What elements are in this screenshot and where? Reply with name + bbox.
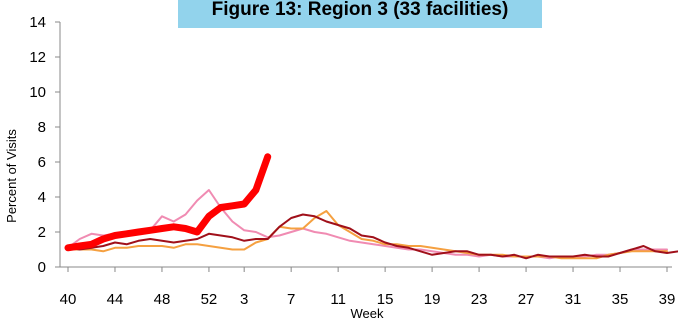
x-axis-ticks: 40 44 48 52 3 7 11 15 19 23 27 31 35 39 (60, 267, 676, 308)
x-tick-label: 15 (377, 291, 394, 308)
x-tick-label: 27 (518, 291, 535, 308)
chart-title-box: Figure 13: Region 3 (33 facilities) (178, 0, 542, 28)
y-tick-label: 2 (38, 224, 46, 241)
y-tick-label: 6 (38, 154, 46, 171)
series-layer (64, 153, 678, 260)
series-line-2 (67, 210, 668, 260)
y-tick-label: 14 (29, 14, 46, 31)
y-tick-label: 4 (38, 189, 46, 206)
y-tick-label: 10 (29, 84, 46, 101)
x-tick-label: 39 (659, 291, 676, 308)
x-tick-label: 7 (287, 291, 295, 308)
y-axis-ticks: 0 2 4 6 8 10 12 14 (29, 14, 60, 276)
y-tick-label: 0 (38, 259, 46, 276)
series-line-1 (67, 189, 668, 260)
x-tick-label: 44 (107, 291, 124, 308)
x-tick-label: 11 (330, 291, 346, 308)
x-tick-label: 3 (240, 291, 248, 308)
x-tick-label: 35 (612, 291, 629, 308)
x-tick-label: 19 (424, 291, 441, 308)
x-tick-label: 23 (471, 291, 488, 308)
x-axis-title: Week (351, 306, 384, 321)
x-tick-label: 48 (154, 291, 171, 308)
x-tick-label: 40 (60, 291, 77, 308)
series-line-3 (67, 213, 678, 260)
y-tick-label: 12 (29, 49, 46, 66)
chart-title: Figure 13: Region 3 (33 facilities) (211, 0, 509, 20)
series-line-4 (64, 153, 272, 252)
x-tick-label: 31 (565, 291, 582, 308)
y-tick-label: 8 (38, 119, 46, 136)
x-tick-label: 52 (201, 291, 218, 308)
y-axis-title: Percent of Visits (4, 129, 19, 223)
